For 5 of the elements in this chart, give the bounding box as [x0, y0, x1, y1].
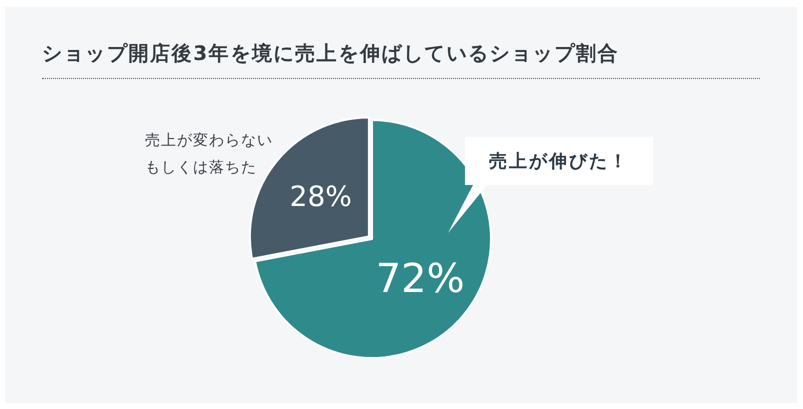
chart-title: ショップ開店後3年を境に売上を伸ばしているショップ割合 — [42, 40, 620, 66]
slice-label: 売上が伸びた！ — [489, 150, 629, 173]
data-label: 72% — [376, 256, 465, 302]
slice-label: 売上が変わらないもしくは落ちた — [145, 130, 274, 178]
data-label: 28% — [290, 180, 352, 214]
